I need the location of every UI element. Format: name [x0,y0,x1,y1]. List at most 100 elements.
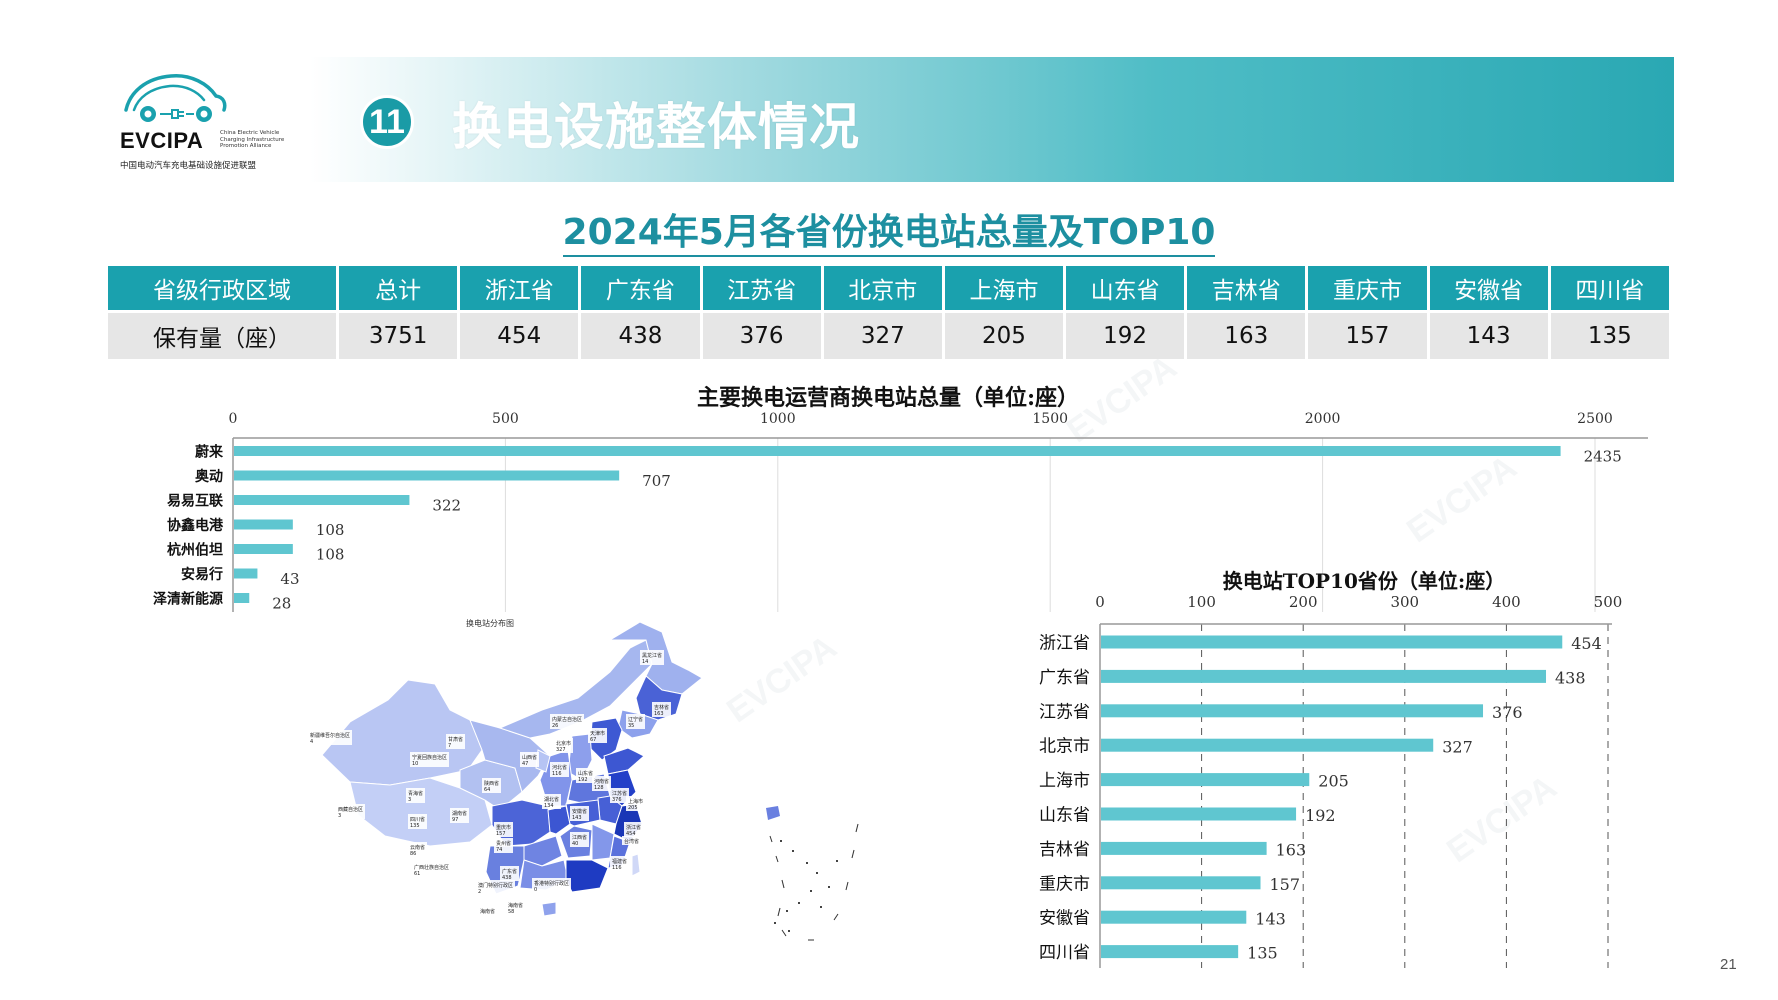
map-label-name: 重庆市 [496,824,511,831]
data-label: 143 [1255,909,1286,928]
table-header-cell: 浙江省 [458,266,582,312]
tick-label: 0 [229,411,238,427]
map-label-box [550,762,569,777]
map-label-box [336,804,365,819]
logo-en-line: Promotion Alliance [220,143,272,149]
bar [234,568,258,579]
bar [1101,945,1239,959]
data-label: 376 [1492,703,1523,722]
map-label-name: 上海市 [628,798,643,805]
tick-label: 300 [1390,593,1419,611]
map-label-box [506,900,525,915]
map-label: 海南省 [478,906,497,915]
map-label-name: 海南省 [508,902,523,909]
map-label-value: 143 [572,815,582,821]
data-label: 707 [642,472,671,490]
map-label-name: 香港特别行政区 [534,880,569,887]
main-title: 2024年5月各省份换电站总量及TOP10 [0,203,1778,257]
map-label-name: 青海省 [408,790,423,797]
map-label-box [520,752,539,767]
table-value-cell: 163 [1185,310,1309,359]
map-label-name: 湖南省 [452,810,467,817]
map-region-chongqing [547,805,571,835]
map-label-name: 北京市 [556,740,571,747]
map-label-value: 116 [552,771,562,777]
table-value-cell: 192 [1064,310,1188,359]
data-label: 108 [316,521,345,539]
map-label-box [500,866,519,881]
map-label-name: 山东省 [578,770,593,777]
category-label: 安易行 [181,566,223,583]
tick-label: 1500 [1032,411,1068,427]
map-label-name: 山西省 [522,754,537,761]
data-label: 192 [1305,806,1336,825]
category-label: 江苏省 [1039,702,1090,722]
table-value-row: 保有量（座） 3751 454 438 376 327 205 192 163 … [108,310,1673,359]
evcipa-logo: EVCIPA China Electric Vehicle Charging I… [116,70,291,180]
logo-chinese-name: 中国电动汽车充电基础设施促进联盟 [120,161,257,171]
map-label-value: 163 [654,711,664,717]
map-label-box [626,714,645,729]
map-label-value: 205 [628,805,638,811]
table-value-cell: 205 [943,310,1067,359]
bar [1101,841,1267,855]
map-label-value: 438 [502,875,512,881]
logo-en-line: China Electric Vehicle [220,130,280,136]
table-header-cell: 四川省 [1549,266,1673,312]
map-label-box [446,734,465,749]
map-label-value: 134 [544,803,554,809]
map-label-box [588,728,607,743]
table-header-cell: 重庆市 [1306,266,1430,312]
map-label-box [610,788,629,803]
map-label-value: 3 [408,797,411,803]
map-label-name: 辽宁省 [628,716,643,723]
category-label: 北京市 [1039,737,1090,757]
map-region-taiwan [631,853,641,877]
tick-label: 200 [1289,593,1318,611]
table-header-cell: 上海市 [943,266,1067,312]
table-header-row: 省级行政区域 总计 浙江省 广东省 江苏省 北京市 上海市 山东省 吉林省 重庆… [108,266,1673,312]
section-number-badge: 11 [360,95,414,149]
data-label: 163 [1276,840,1307,859]
tick-label: 500 [492,411,519,427]
map-label-name: 吉林省 [654,704,669,711]
category-label: 重庆市 [1039,874,1090,894]
tick-label: 400 [1492,593,1521,611]
map-label-box [406,788,425,803]
map-label-value: 157 [496,831,506,837]
map-label-name: 广东省 [502,868,517,875]
map-label-box [652,702,671,717]
chart-title: 换电站TOP10省份（单位:座） [1223,569,1506,593]
map-label-value: 4 [310,739,313,745]
map-label-value: 128 [594,785,604,791]
table-header-cell: 总计 [337,266,461,312]
bar [234,495,410,505]
table-value-cell: 143 [1428,310,1551,359]
map-label-value: 61 [414,871,420,877]
bar [234,519,293,530]
map-label-box [494,838,513,853]
map-region-hainan [541,901,557,917]
map-label-box [410,752,449,767]
table-header-cell: 广东省 [579,266,703,312]
page-number: 21 [1720,956,1737,973]
tick-label: 100 [1187,593,1216,611]
map-label-name: 江西省 [572,834,587,841]
map-label-value: 14 [642,659,648,665]
chart-title: 主要换电运营商换电站总量（单位:座） [697,385,1079,411]
map-region-shandong [603,747,645,775]
map-label-box [450,808,469,823]
